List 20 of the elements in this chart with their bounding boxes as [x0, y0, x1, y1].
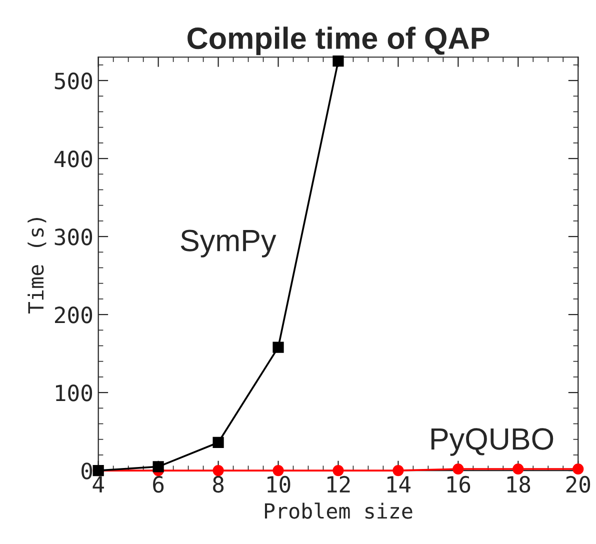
y-tick-label: 300 — [54, 228, 92, 246]
x-tick-label: 4 — [92, 476, 104, 492]
x-tick-label: 10 — [268, 476, 290, 493]
y-tick-label: 400 — [54, 150, 92, 168]
x-tick-label: 6 — [153, 476, 164, 493]
x-tick-label: 14 — [387, 476, 411, 492]
x-tick-label: 16 — [447, 476, 470, 493]
chart-title: Compile time of QAP — [188, 26, 490, 56]
x-tick-label: 8 — [213, 476, 224, 493]
y-axis-title: Time (s) — [28, 218, 46, 314]
series-label: SymPy — [180, 230, 276, 258]
y-tick-label: 100 — [56, 384, 92, 402]
x-tick-label: 18 — [507, 476, 530, 493]
series-label: PyQUBO — [431, 428, 554, 456]
y-tick-label: 0 — [82, 462, 92, 480]
y-tick-label: 500 — [54, 72, 92, 90]
y-tick-label: 200 — [54, 306, 92, 324]
x-axis-title: Problem size — [264, 502, 412, 519]
x-tick-label: 12 — [328, 476, 350, 492]
x-tick-label: 20 — [566, 476, 590, 493]
